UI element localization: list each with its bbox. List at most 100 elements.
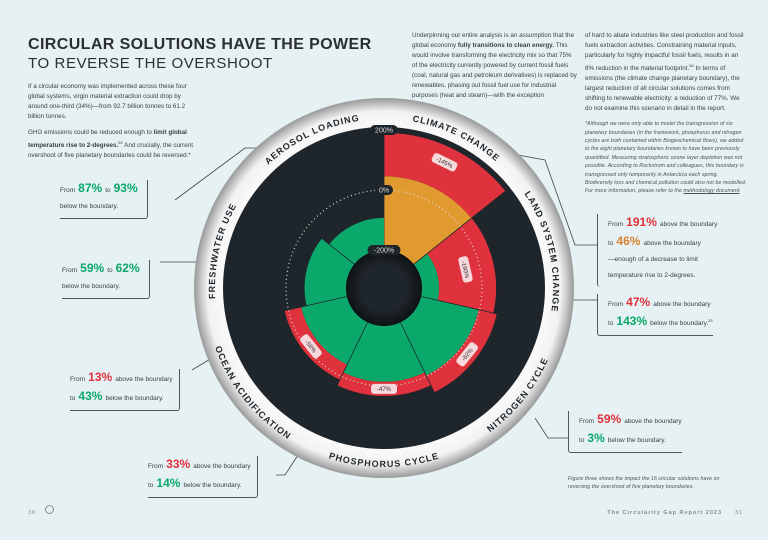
- after-bar: [400, 296, 479, 376]
- text: to: [608, 320, 614, 328]
- sector-divider: [227, 296, 348, 324]
- connector-line: [276, 451, 301, 476]
- text: below the boundary.: [60, 203, 119, 210]
- after-bar: [384, 176, 472, 265]
- value-before: 191%: [626, 214, 657, 229]
- text: to: [105, 187, 111, 194]
- value-before: 13%: [88, 370, 113, 384]
- text: From: [70, 376, 86, 383]
- page-title: CIRCULAR SOLUTIONS HAVE THE POWER: [28, 36, 372, 53]
- text: —enough of a decrease to limit: [608, 255, 698, 263]
- scale-label: 200%: [375, 128, 393, 135]
- text: to: [608, 239, 614, 247]
- callout-ocean: From 13% above the boundary to 43% below the …: [70, 369, 180, 411]
- text: And crucially, the current overshoot of …: [28, 142, 193, 160]
- footnote-ref: 53: [708, 318, 713, 323]
- value-after: 14%: [156, 476, 181, 490]
- ghg-paragraph: GHG emissions could be reduced enough to…: [28, 128, 193, 161]
- footnote-ref: 54: [689, 63, 694, 68]
- text: GHG emissions could be reduced enough to: [28, 129, 154, 136]
- text: above the boundary: [115, 376, 173, 383]
- value-after: 62%: [115, 261, 140, 275]
- text: .: [739, 188, 741, 195]
- text: From: [62, 267, 78, 274]
- text: From: [579, 418, 595, 425]
- value-after: 93%: [113, 181, 138, 195]
- text: Underpinning our entire analysis is an a…: [412, 32, 575, 49]
- text: above the boundary: [624, 418, 682, 425]
- value-after: 46%: [616, 233, 641, 248]
- right-column: of hard to abate industries like steel p…: [585, 31, 747, 287]
- footnote: *Although we were only able to model the…: [585, 120, 747, 196]
- page-number-right: 31: [735, 510, 744, 516]
- sector-divider: [413, 187, 510, 265]
- reduction-pill: -190%: [458, 256, 473, 283]
- text: of hard to abate industries like steel p…: [585, 32, 744, 73]
- pill-shape: [456, 342, 478, 367]
- logo-icon: [45, 505, 54, 514]
- text: above the boundary: [659, 220, 718, 228]
- value-after: 143%: [616, 314, 648, 329]
- connector-line: [534, 417, 568, 439]
- scale-label: 0%: [379, 188, 389, 195]
- callout-land: From 47% above the boundary to 143% below the…: [597, 294, 713, 337]
- reduction-label: -47%: [377, 387, 392, 393]
- text: below the boundary.: [183, 482, 242, 489]
- pill-shape: [458, 256, 473, 283]
- text: below the boundary.: [650, 320, 709, 328]
- sector-divider: [314, 322, 368, 433]
- text: In terms of emissions (the climate chang…: [585, 65, 740, 113]
- center-hole: [346, 250, 422, 326]
- value-before: 59%: [597, 412, 622, 426]
- after-bar: [343, 322, 425, 382]
- callout-climate: From 191% above the boundary to 46% above the…: [597, 213, 718, 287]
- page-number-left: 30: [28, 510, 37, 516]
- after-bar: [329, 217, 384, 265]
- text: below the boundary.: [607, 437, 666, 444]
- text: to: [148, 482, 154, 489]
- scale-pill: [370, 125, 398, 135]
- text: to: [70, 395, 76, 402]
- intro-paragraph: If a circular economy was implemented ac…: [28, 83, 187, 120]
- value-after: 3%: [587, 431, 605, 445]
- text: to: [579, 437, 585, 444]
- text: From: [148, 463, 164, 470]
- scale-label: -200%: [374, 248, 394, 255]
- text: temperature rise to 2-degrees.: [608, 271, 696, 279]
- boundary-circle: [285, 189, 483, 387]
- after-bar: [301, 296, 368, 365]
- left-column: If a circular economy was implemented ac…: [28, 82, 193, 161]
- value-before: 87%: [78, 181, 103, 195]
- callout-freshwater: From 59% to 62% below the boundary.: [62, 260, 150, 299]
- figure-caption: Figure three shows the impact the 16 cir…: [568, 476, 720, 491]
- value-after: 43%: [78, 389, 103, 403]
- text: above the boundary: [653, 301, 711, 308]
- text: *Although we were only able to model the…: [585, 121, 747, 195]
- callout-phosphorus: From 33% above the boundary to 14% below the …: [148, 456, 258, 498]
- callout-aerosol: From 87% to 93% below the boundary.: [60, 180, 148, 219]
- emissions-paragraph: of hard to abate industries like steel p…: [585, 31, 747, 114]
- text: below the boundary.: [62, 283, 121, 290]
- methodology-link[interactable]: methodology document: [683, 188, 740, 195]
- sector-divider: [420, 296, 541, 324]
- text: This would involve transforming the elec…: [412, 42, 577, 99]
- value-before: 59%: [80, 261, 105, 275]
- reduction-label: -190%: [459, 261, 469, 280]
- pill-shape: [300, 334, 322, 359]
- value-before: 47%: [626, 295, 651, 309]
- after-bar: [304, 238, 355, 306]
- page-subtitle: TO REVERSE THE OVERSHOOT: [28, 55, 273, 72]
- after-bar: [413, 253, 440, 301]
- text: below the boundary.: [105, 395, 164, 402]
- text: above the boundary: [643, 239, 701, 247]
- bold-text: fully transitions to clean energy.: [457, 42, 554, 49]
- pill-shape: [431, 153, 458, 172]
- footnote-ref: 52: [118, 140, 123, 145]
- text: above the boundary: [193, 463, 251, 470]
- before-bar: [426, 309, 497, 393]
- energy-paragraph: Underpinning our entire analysis is an a…: [412, 31, 578, 101]
- before-bar: [284, 306, 348, 380]
- scale-pill: [367, 245, 401, 255]
- before-bar: [384, 132, 506, 219]
